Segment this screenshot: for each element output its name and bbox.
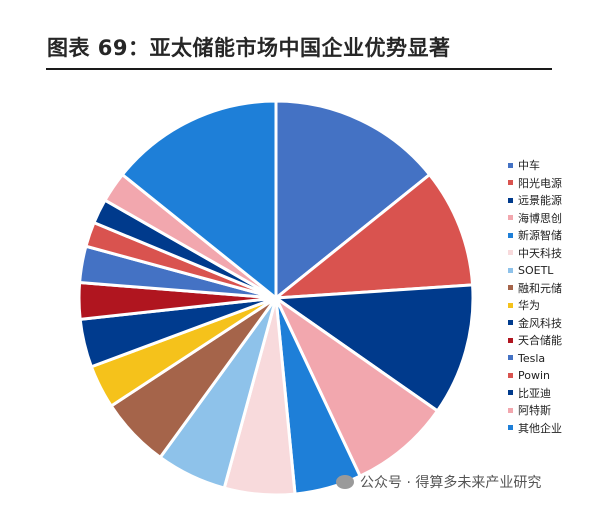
legend-label: 阳光电源 — [518, 176, 562, 190]
legend-item: 中车 — [508, 157, 562, 175]
legend-swatch — [508, 215, 513, 220]
legend-swatch — [508, 390, 513, 395]
watermark: 公众号 · 得算多未来产业研究 — [336, 472, 541, 492]
pie-slice — [120, 99, 278, 302]
legend-swatch — [508, 267, 513, 273]
watermark-text: 公众号 · 得算多未来产业研究 — [360, 475, 542, 491]
pie-slice — [271, 172, 475, 300]
legend-swatch — [508, 320, 513, 325]
legend-item: Tesla — [508, 350, 562, 368]
legend-item: SOETL — [508, 262, 562, 280]
legend-swatch — [508, 425, 513, 430]
legend-label: 其他企业 — [518, 421, 562, 435]
legend-item: 新源智储 — [508, 227, 562, 245]
legend-item: 阿特斯 — [508, 402, 562, 420]
legend-label: 海博思创 — [518, 211, 562, 225]
legend-label: 华为 — [518, 299, 540, 312]
legend-item: Powin — [508, 367, 562, 385]
legend-label: 比亚迪 — [518, 386, 551, 400]
legend-label: 阿特斯 — [518, 404, 551, 417]
legend-label: 中天科技 — [518, 246, 562, 260]
title-divider — [46, 68, 552, 70]
chart-legend: 中车阳光电源远景能源海博思创新源智储中天科技 SOETL 融和元储华为金风科技天合储… — [508, 157, 562, 437]
legend-label: 融和元储 — [518, 281, 562, 295]
pie-slice — [274, 99, 432, 302]
chart-title: 图表 69：亚太储能市场中国企业优势显著 — [47, 36, 451, 60]
legend-item: 华为 — [508, 297, 562, 315]
legend-item: 融和元储 — [508, 280, 562, 298]
legend-swatch — [508, 285, 513, 290]
legend-swatch — [508, 355, 513, 360]
legend-label: 天合储能 — [518, 334, 562, 347]
legend-swatch — [508, 180, 513, 185]
legend-swatch — [508, 232, 513, 238]
legend-label: 远景能源 — [518, 194, 562, 207]
legend-label: 金风科技 — [518, 316, 562, 330]
legend-swatch — [508, 197, 513, 203]
legend-item: 远景能源 — [508, 192, 562, 210]
legend-swatch — [508, 250, 513, 255]
legend-label: Tesla — [518, 351, 546, 365]
legend-item: 天合储能 — [508, 332, 562, 350]
legend-label: 中车 — [518, 159, 540, 172]
legend-item: 中天科技 — [508, 245, 562, 263]
pie-slice — [272, 293, 440, 479]
legend-item: 海博思创 — [508, 210, 562, 228]
legend-swatch — [508, 162, 513, 168]
legend-label: SOETL — [518, 264, 554, 277]
legend-swatch — [508, 407, 513, 413]
legend-item: 阳光电源 — [508, 175, 562, 193]
legend-swatch — [508, 372, 513, 378]
legend-swatch — [508, 337, 513, 343]
legend-item: 金风科技 — [508, 315, 562, 333]
wechat-icon — [336, 475, 354, 489]
legend-item: 其他企业 — [508, 420, 562, 438]
legend-item: 比亚迪 — [508, 385, 562, 403]
pie-slice — [271, 283, 475, 413]
legend-label: 新源智储 — [518, 229, 562, 242]
legend-swatch — [508, 302, 513, 308]
legend-label: Powin — [518, 369, 550, 382]
